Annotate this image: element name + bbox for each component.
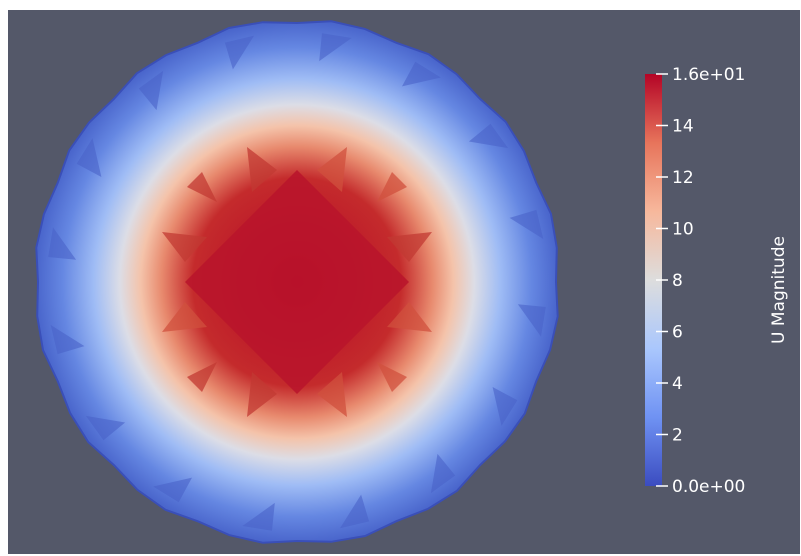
- mesh-facet: [517, 304, 546, 337]
- render-viewport[interactable]: 1.6e+01 14 12 10 8 6 4 2 0.0e+00 U Magnitude: [8, 10, 800, 554]
- mesh-facet: [162, 302, 207, 332]
- mesh-facet: [468, 123, 509, 149]
- mesh-facet: [387, 232, 432, 262]
- mesh-facets: [48, 33, 546, 531]
- mesh-facet: [50, 325, 85, 355]
- mesh-facet: [377, 172, 407, 202]
- mesh-facet: [138, 70, 164, 111]
- mesh-facet: [509, 209, 544, 239]
- mesh-facet: [377, 362, 407, 392]
- scalar-bar-tick-label: 8: [672, 271, 683, 291]
- scalar-bar-ticks: 1.6e+01 14 12 10 8 6 4 2 0.0e+00: [656, 65, 745, 497]
- mesh-facet: [492, 387, 518, 426]
- scalar-bar-tick-label: 0.0e+00: [672, 477, 745, 497]
- scalar-bar-tick-label: 4: [672, 374, 683, 394]
- mesh-facet: [162, 232, 207, 262]
- mesh-facet: [317, 147, 347, 192]
- mesh-facet: [430, 453, 456, 494]
- velocity-magnitude-plot: 1.6e+01 14 12 10 8 6 4 2 0.0e+00 U Magnitude: [35, 20, 789, 544]
- mesh-facet: [187, 362, 217, 392]
- mesh-facet: [247, 372, 277, 417]
- scalar-bar-tick-label: 14: [672, 117, 694, 137]
- mesh-facet: [48, 227, 77, 260]
- scalar-bar-tick-label: 12: [672, 168, 694, 188]
- scalar-bar: 1.6e+01 14 12 10 8 6 4 2 0.0e+00 U Magnitude: [645, 65, 789, 497]
- scalar-bar-tick-label: 2: [672, 426, 683, 446]
- scalar-bar-tick-label: 6: [672, 323, 683, 343]
- scalar-bar-tick-label: 1.6e+01: [672, 65, 745, 85]
- mesh-facet: [85, 415, 126, 441]
- mesh-facet: [153, 477, 192, 503]
- mesh-facet: [76, 138, 102, 177]
- mesh-facet: [402, 61, 441, 87]
- scalar-bar-title: U Magnitude: [769, 236, 789, 344]
- mesh-facet: [319, 33, 352, 62]
- mesh-facet: [247, 147, 277, 192]
- scalar-bar-tick-label: 10: [672, 220, 694, 240]
- mesh-facet: [224, 35, 254, 70]
- mesh-facet: [317, 372, 347, 417]
- mesh-facet: [187, 172, 217, 202]
- high-magnitude-core: [185, 170, 409, 394]
- mesh-facet: [242, 502, 275, 531]
- mesh-facet: [387, 302, 432, 332]
- scalar-field: [35, 20, 559, 544]
- mesh-facet: [340, 494, 370, 529]
